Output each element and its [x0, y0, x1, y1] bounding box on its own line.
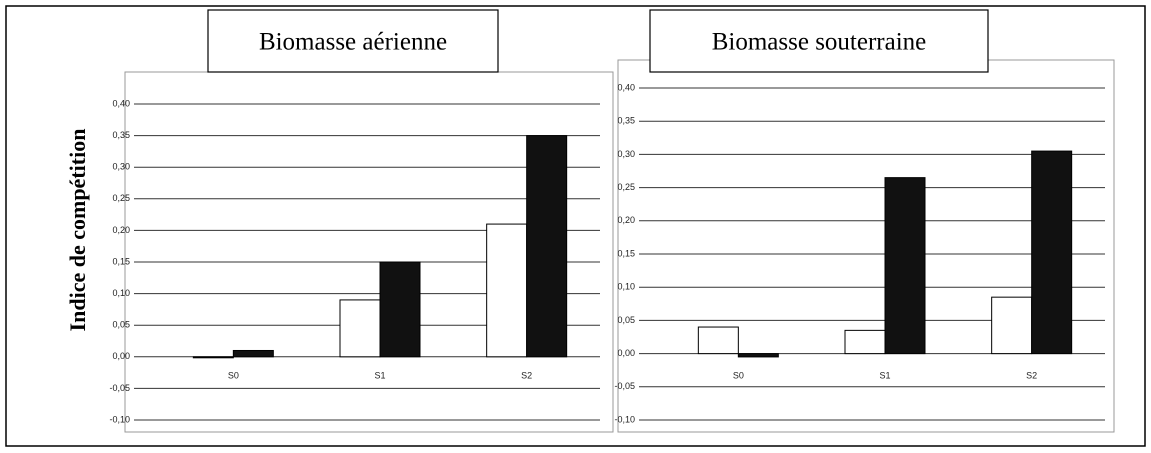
y-tick-label: 0,00: [617, 348, 635, 358]
bar: [232, 349, 274, 358]
bar: [884, 177, 926, 355]
bar: [192, 356, 234, 359]
y-tick-label: -0,10: [614, 414, 635, 424]
x-tick-label: S0: [733, 370, 744, 380]
bar: [737, 353, 779, 358]
y-tick-label: 0,00: [112, 351, 130, 361]
bar: [1031, 150, 1073, 355]
title-box: [649, 9, 989, 73]
x-tick-label: S1: [879, 370, 890, 380]
y-tick-label: -0,10: [109, 414, 130, 424]
bar: [486, 223, 528, 358]
y-tick-label: 0,25: [112, 193, 130, 203]
outer-frame: [5, 5, 1146, 447]
bar: [339, 299, 381, 358]
x-tick-label: S2: [1026, 370, 1037, 380]
y-tick-label: 0,35: [617, 116, 635, 126]
y-tick-label: 0,10: [617, 282, 635, 292]
y-tick-label: 0,35: [112, 130, 130, 140]
y-tick-label: 0,15: [112, 256, 130, 266]
y-tick-label: 0,05: [112, 320, 130, 330]
x-tick-label: S1: [374, 370, 385, 380]
y-tick-label: 0,20: [617, 215, 635, 225]
chart-title: Biomasse aérienne: [259, 29, 447, 56]
y-tick-label: 0,10: [112, 288, 130, 298]
bar: [697, 326, 739, 355]
chart-title: Biomasse souterraine: [712, 29, 927, 56]
bar: [844, 329, 886, 355]
y-tick-label: 0,30: [617, 149, 635, 159]
y-tick-label: 0,15: [617, 248, 635, 258]
bar: [991, 296, 1033, 355]
y-tick-label: 0,20: [112, 225, 130, 235]
bar: [526, 135, 568, 358]
y-tick-label: 0,05: [617, 315, 635, 325]
x-tick-label: S2: [521, 370, 532, 380]
y-tick-label: 0,40: [112, 98, 130, 108]
y-tick-label: -0,05: [614, 381, 635, 391]
title-box: [207, 9, 499, 73]
y-tick-label: 0,30: [112, 162, 130, 172]
bar: [379, 261, 421, 358]
x-tick-label: S0: [228, 370, 239, 380]
y-axis-label: Indice de compétition: [65, 129, 90, 332]
y-tick-label: 0,40: [617, 82, 635, 92]
y-tick-label: -0,05: [109, 383, 130, 393]
y-tick-label: 0,25: [617, 182, 635, 192]
